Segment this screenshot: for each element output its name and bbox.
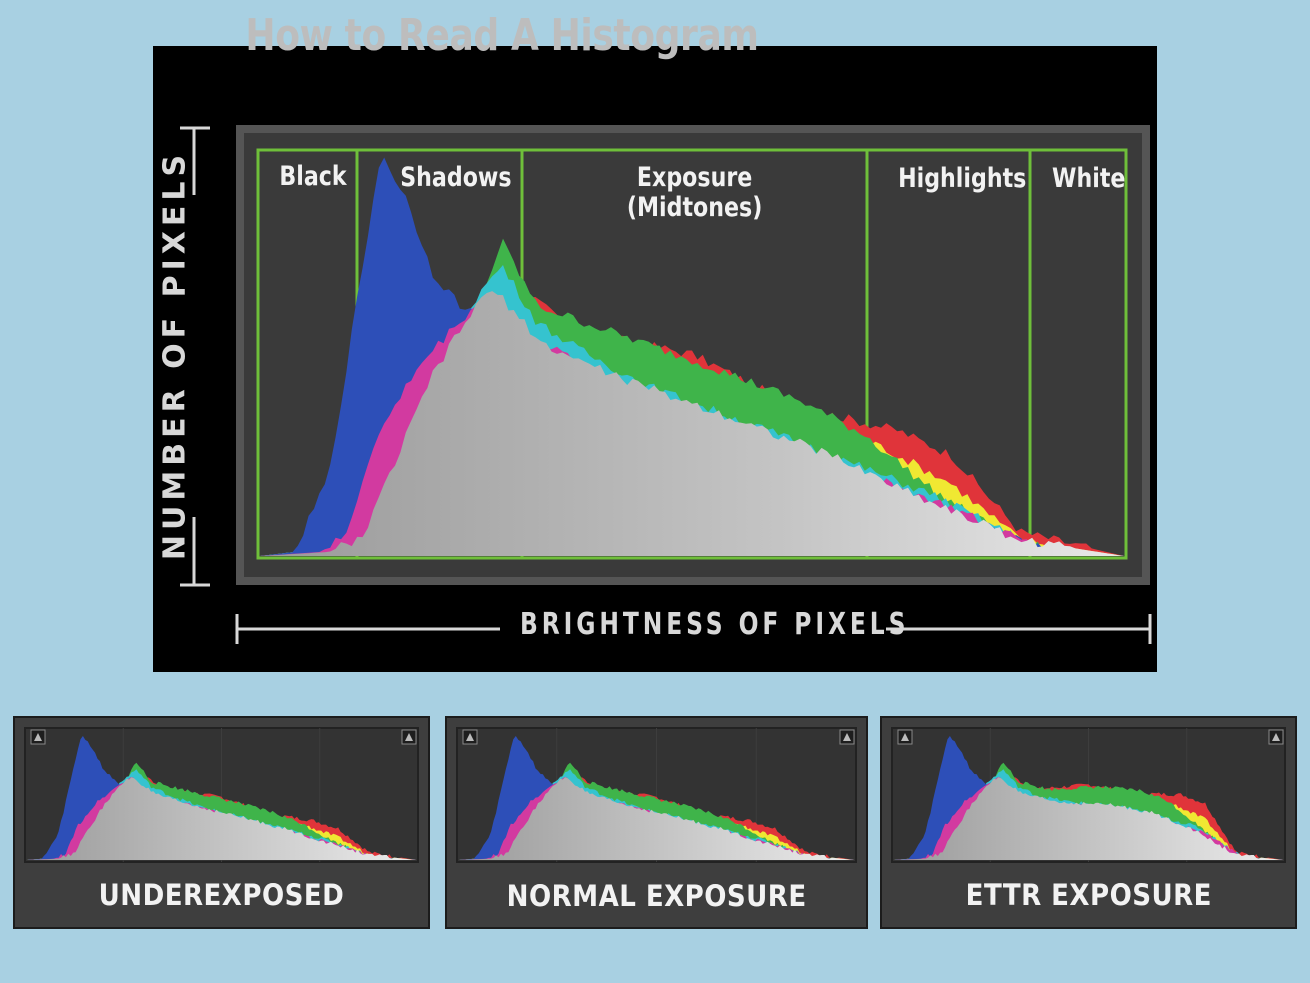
mini-channel-gray — [27, 777, 416, 860]
zone-label-white: White — [1052, 163, 1126, 194]
underexposed-histogram — [24, 727, 419, 863]
histogram-curves — [260, 157, 1124, 556]
example-normal-exposure: NORMAL EXPOSURE — [445, 716, 868, 929]
example-underexposed: UNDEREXPOSED — [13, 716, 430, 929]
y-axis-bracket — [180, 126, 210, 587]
normal-exposure-histogram — [456, 727, 857, 863]
zone-label-midtones: Exposure (Midtones) — [626, 162, 763, 223]
example-caption: NORMAL EXPOSURE — [506, 879, 807, 913]
zone-box-4 — [1028, 148, 1128, 560]
example-caption: ETTR EXPOSURE — [965, 878, 1212, 912]
zone-label-black: Black — [279, 161, 347, 192]
example-caption: UNDEREXPOSED — [98, 878, 345, 912]
mini-channel-gray — [894, 777, 1283, 860]
zone-label-shadows: Shadows — [400, 162, 512, 193]
x-axis-label: BRIGHTNESS OF PIXELS — [520, 607, 910, 642]
y-axis-label: NUMBER OF PIXELS — [157, 149, 193, 561]
mini-channel-gray — [459, 777, 854, 860]
x-axis-bracket — [235, 614, 1152, 644]
channel-gray — [260, 291, 1124, 556]
zone-label-highlights: Highlights — [898, 163, 1027, 194]
page-title: How to Read A Histogram — [245, 10, 759, 61]
ettr-exposure-histogram — [891, 727, 1286, 863]
example-ettr-exposure: ETTR EXPOSURE — [880, 716, 1297, 929]
